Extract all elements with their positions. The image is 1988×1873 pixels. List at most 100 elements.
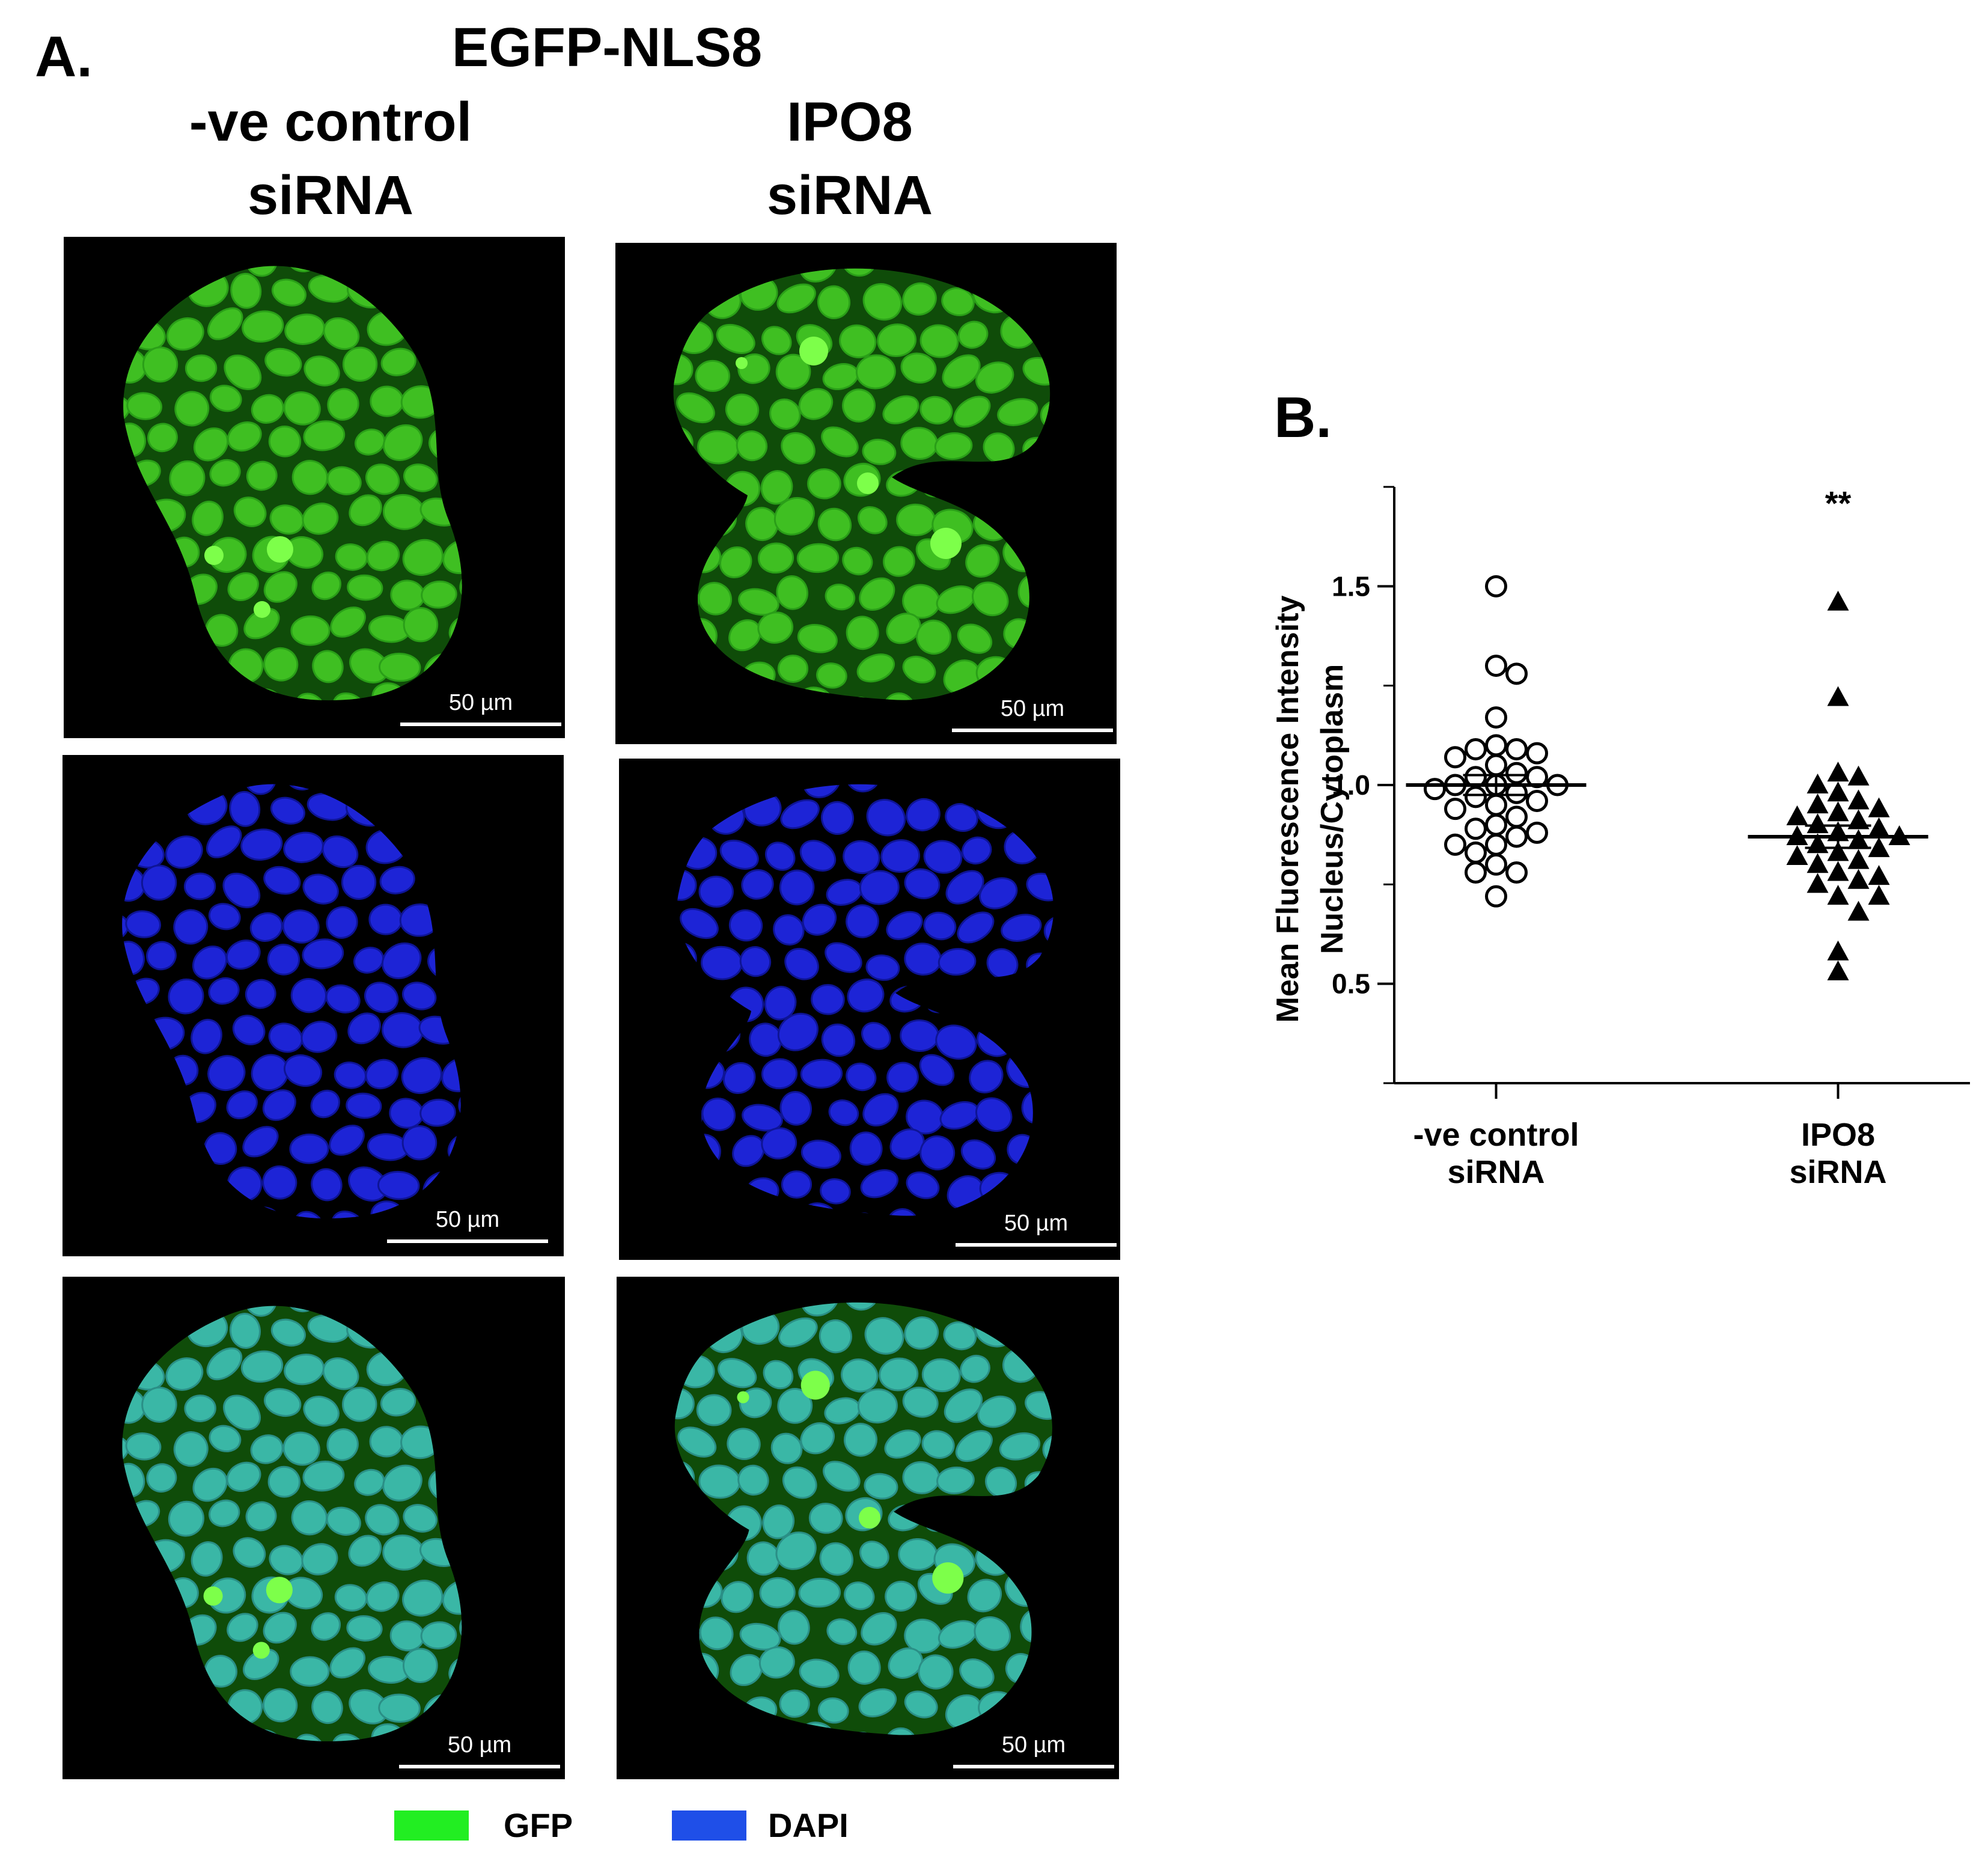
nucleus — [779, 869, 815, 906]
nucleus — [1025, 1016, 1054, 1050]
nucleus — [483, 1650, 517, 1678]
nucleus — [283, 391, 321, 426]
nucleus — [698, 875, 734, 908]
scale-bar — [399, 1765, 560, 1768]
data-point — [1827, 841, 1849, 861]
nucleus — [123, 423, 146, 457]
nucleus — [126, 1208, 162, 1219]
nucleus — [677, 1098, 703, 1133]
nucleus — [160, 1128, 202, 1166]
nucleus — [381, 942, 422, 979]
micrograph-image — [123, 237, 541, 701]
nucleus — [884, 1727, 918, 1735]
nucleus — [162, 610, 203, 647]
nucleus — [401, 982, 437, 1010]
nucleus — [477, 237, 527, 282]
nucleus — [354, 1468, 385, 1496]
nucleus — [860, 1169, 898, 1199]
nucleus — [1034, 1505, 1052, 1538]
nucleus — [301, 1543, 338, 1575]
nucleus — [269, 504, 305, 535]
nucleus — [717, 268, 751, 272]
nucleus — [206, 1203, 239, 1219]
nucleus — [858, 1688, 897, 1718]
nucleus — [369, 1426, 404, 1458]
nucleus — [370, 385, 404, 417]
nucleus — [1035, 543, 1050, 577]
nucleus — [728, 619, 761, 652]
nucleus — [127, 690, 163, 701]
nucleus — [431, 1320, 462, 1352]
nucleus — [447, 1306, 462, 1309]
nucleus — [126, 392, 163, 420]
nucleus — [883, 546, 915, 577]
nucleus — [721, 784, 755, 788]
nucleus — [135, 1572, 171, 1607]
nucleus — [486, 1493, 529, 1533]
nucleus — [761, 1127, 797, 1160]
nucleus — [677, 790, 695, 826]
nucleus — [776, 575, 808, 610]
nucleus — [802, 903, 837, 936]
nucleus — [326, 1428, 359, 1461]
nucleus — [677, 869, 697, 901]
nucleus — [207, 1055, 246, 1091]
data-point — [1868, 885, 1890, 905]
nucleus — [348, 1535, 382, 1567]
nucleus — [322, 835, 359, 869]
nucleus — [404, 1354, 445, 1389]
nucleus — [760, 470, 793, 505]
nucleus — [303, 420, 346, 451]
nucleus — [862, 283, 903, 321]
nucleus — [403, 1504, 438, 1533]
nucleus — [974, 1616, 1011, 1651]
nucleus — [347, 574, 383, 601]
nucleus — [404, 831, 444, 867]
nucleus — [877, 323, 917, 358]
nucleus — [1016, 1312, 1052, 1347]
nucleus — [942, 354, 981, 389]
data-point — [1485, 655, 1507, 677]
x-tick-label: siRNA — [1789, 1154, 1886, 1190]
nucleus — [353, 947, 385, 974]
nucleus — [184, 653, 216, 683]
nucleus — [347, 1012, 381, 1045]
nucleus — [262, 1688, 298, 1723]
nucleus — [302, 1460, 345, 1492]
data-point — [1847, 869, 1870, 889]
nucleus — [224, 354, 262, 390]
data-point — [1505, 805, 1528, 828]
nucleus — [124, 784, 161, 788]
nucleus — [311, 1612, 341, 1641]
nucleus — [133, 611, 171, 649]
nucleus — [719, 839, 759, 870]
nucleus — [510, 649, 541, 684]
nucleus — [123, 266, 129, 275]
nucleus — [998, 1503, 1035, 1536]
nucleus — [227, 1613, 258, 1642]
nucleus — [882, 692, 915, 700]
data-point — [1827, 762, 1849, 782]
nucleus — [262, 1165, 297, 1200]
nucleus — [828, 1099, 859, 1126]
nucleus — [928, 1302, 962, 1308]
nucleus — [267, 944, 300, 976]
nucleus — [222, 872, 261, 908]
nucleus — [677, 1426, 717, 1458]
panel-a-label: A. — [35, 25, 93, 89]
nucleus — [123, 646, 153, 676]
nucleus — [983, 432, 1015, 464]
nucleus — [122, 1571, 130, 1607]
nucleus — [346, 1615, 383, 1642]
nucleus — [841, 268, 877, 277]
nucleus — [1043, 915, 1054, 947]
nucleus — [677, 1132, 681, 1160]
nucleus — [677, 1016, 708, 1050]
nucleus — [902, 282, 937, 316]
nucleus — [122, 1094, 142, 1129]
nucleus — [382, 1464, 422, 1502]
data-point — [1444, 833, 1466, 856]
nucleus — [843, 1423, 877, 1457]
nucleus — [488, 830, 530, 866]
nucleus — [122, 1164, 151, 1194]
